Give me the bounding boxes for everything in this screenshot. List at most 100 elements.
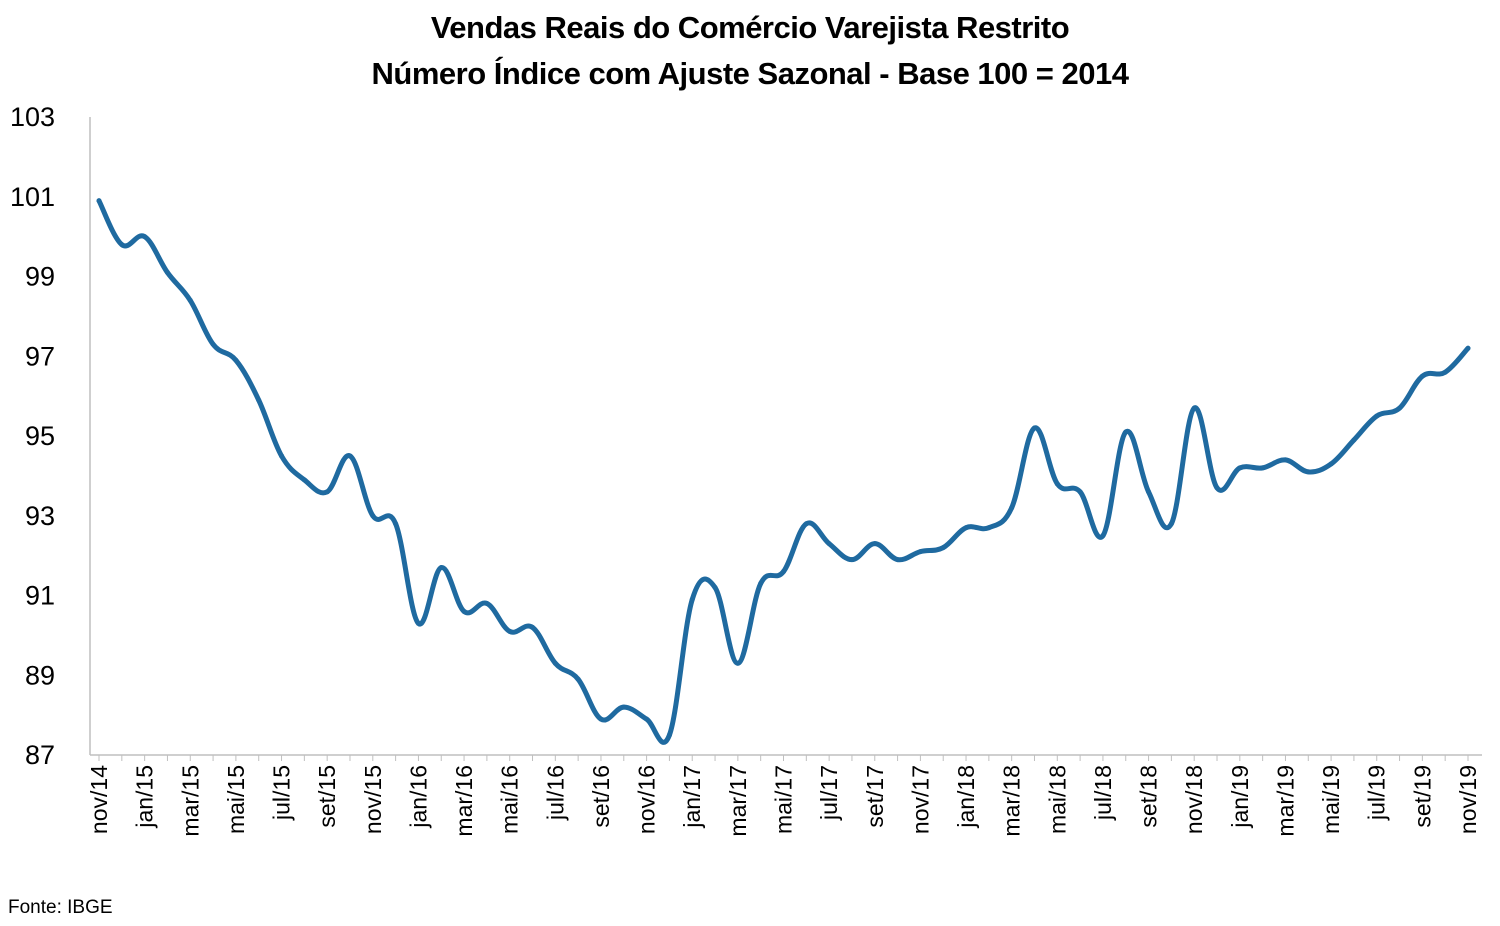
data-point (1077, 489, 1083, 495)
series-layer (96, 198, 1471, 745)
chart-title: Vendas Reais do Comércio Varejista Restr… (430, 10, 1070, 45)
data-point (1397, 405, 1403, 411)
data-point (1237, 465, 1243, 471)
data-point (712, 585, 718, 591)
x-tick-label: mar/15 (177, 765, 203, 837)
x-tick-label: nov/15 (360, 765, 386, 834)
x-tick-label: jul/18 (1090, 765, 1116, 821)
x-tick-label: mai/18 (1044, 765, 1070, 834)
x-tick-label: nov/17 (907, 765, 933, 834)
data-point (415, 620, 421, 626)
data-point (575, 676, 581, 682)
x-tick-label: nov/16 (634, 765, 660, 834)
series-line (96, 198, 1471, 745)
data-point (1123, 429, 1129, 435)
data-point (301, 477, 307, 483)
data-point (986, 525, 992, 531)
data-point (370, 513, 376, 519)
x-tick-label: mar/16 (451, 765, 477, 837)
data-point (164, 270, 170, 276)
data-point (552, 660, 558, 666)
data-point (119, 242, 125, 248)
data-point (438, 565, 444, 571)
y-tick-label: 93 (25, 501, 55, 531)
data-point (1168, 521, 1174, 527)
data-point (598, 716, 604, 722)
data-point (1328, 461, 1334, 467)
x-tick-label: mai/17 (771, 765, 797, 834)
x-tick-label: set/16 (588, 765, 614, 828)
data-point (1009, 505, 1015, 511)
data-point (1146, 489, 1152, 495)
data-point (256, 397, 262, 403)
y-tick-label: 99 (25, 262, 55, 292)
data-point (895, 557, 901, 563)
data-point (1260, 465, 1266, 471)
x-tick-label: set/17 (862, 765, 888, 828)
data-point (1351, 437, 1357, 443)
x-tick-label: set/15 (314, 765, 340, 828)
data-point (917, 549, 923, 555)
data-point (142, 234, 148, 240)
data-point (347, 453, 353, 459)
data-point (1374, 413, 1380, 419)
data-point (644, 716, 650, 722)
data-point (507, 628, 513, 634)
x-tick-label: jul/16 (542, 765, 568, 821)
data-point (803, 521, 809, 527)
x-tick-label: jul/17 (816, 765, 842, 821)
data-point (96, 198, 102, 204)
data-point (1282, 457, 1288, 463)
x-tick-label: mai/19 (1318, 765, 1344, 834)
x-tick-label: mai/15 (223, 765, 249, 834)
data-point (689, 596, 695, 602)
x-axis: nov/14 jan/15 mar/15 mai/15 jul/15 set/15 nov/… (86, 754, 1482, 837)
data-point (781, 569, 786, 575)
x-tick-label: jan/17 (679, 765, 705, 829)
y-tick-label: 87 (25, 740, 55, 770)
data-point (1191, 405, 1197, 411)
y-tick-label: 103 (10, 102, 55, 132)
x-tick-label: set/19 (1409, 765, 1435, 828)
data-point (324, 489, 330, 495)
y-tick-label: 95 (25, 421, 55, 451)
x-tick-label: mai/16 (497, 765, 523, 834)
data-point (1419, 373, 1425, 379)
data-point (849, 557, 855, 563)
x-tick-label: jan/18 (953, 765, 979, 829)
y-axis: 87 89 91 93 95 97 99 101 103 (10, 102, 91, 770)
data-point (187, 297, 193, 303)
data-point (1442, 369, 1448, 375)
source-note: Fonte: IBGE (8, 897, 113, 918)
data-point (872, 541, 878, 547)
data-point (461, 608, 467, 614)
x-tick-label: jul/19 (1364, 765, 1390, 821)
data-point (484, 600, 490, 606)
x-tick-label: jul/15 (269, 765, 295, 821)
y-tick-label: 97 (25, 341, 55, 371)
data-point (1214, 485, 1220, 491)
x-tick-label: nov/14 (86, 765, 112, 834)
data-point (210, 341, 216, 347)
data-point (963, 525, 969, 531)
data-point (758, 581, 764, 587)
data-point (233, 357, 239, 363)
data-point (666, 732, 672, 738)
y-tick-label: 91 (25, 581, 55, 611)
data-point (393, 521, 399, 527)
x-tick-label: jan/15 (132, 765, 158, 829)
data-point (1100, 533, 1106, 539)
chart-subtitle: Número Índice com Ajuste Sazonal - Base … (371, 56, 1129, 91)
x-tick-label: set/18 (1136, 765, 1162, 828)
x-tick-label: nov/19 (1455, 765, 1481, 834)
data-point (1054, 481, 1060, 487)
x-tick-label: mar/18 (999, 765, 1025, 837)
data-point (1031, 425, 1037, 431)
x-tick-label: jan/16 (405, 765, 431, 829)
x-tick-label: mar/17 (725, 765, 751, 837)
data-point (279, 453, 285, 459)
data-point (940, 545, 946, 551)
x-tick-label: jan/19 (1227, 765, 1253, 829)
data-point (735, 660, 741, 666)
